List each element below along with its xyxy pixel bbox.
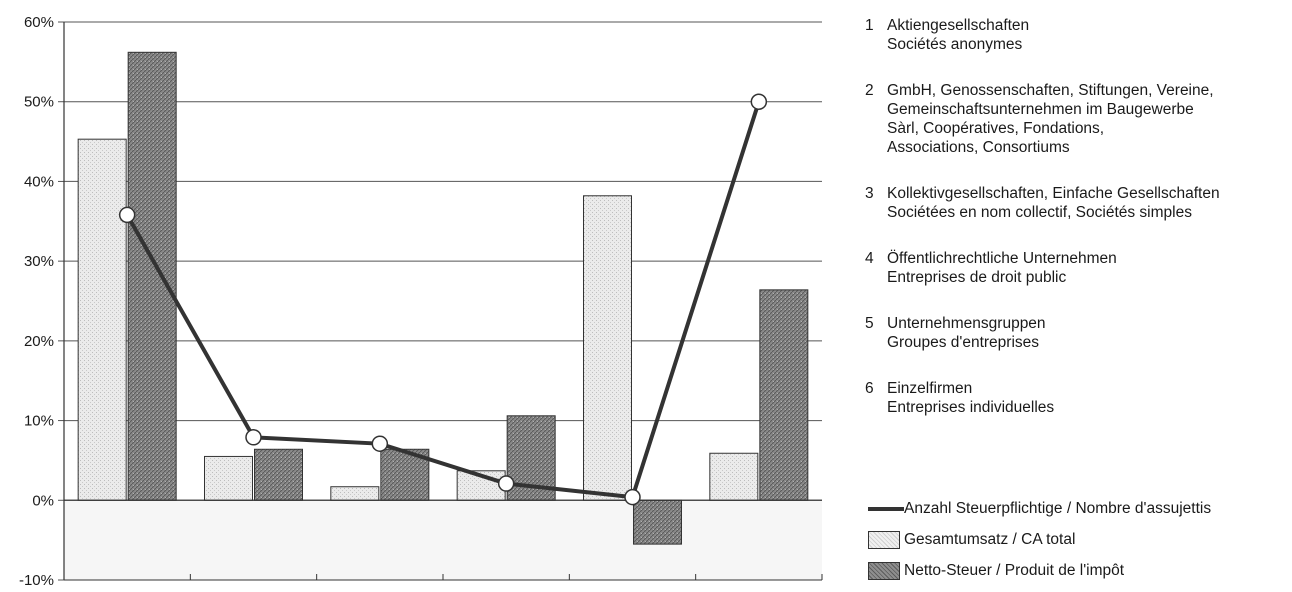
legend-label-tax: Netto-Steuer / Produit de l'impôt (904, 562, 1125, 579)
category-legend-item: 6 Einzelfirmen Entreprises individuelles (865, 379, 1290, 417)
y-tick-label: 10% (24, 413, 54, 430)
line-series (118, 93, 768, 506)
category-line: Sociétées en nom collectif, Sociétés sim… (887, 204, 1192, 221)
line-point (118, 206, 136, 224)
category-number: 1 (865, 17, 874, 34)
y-tick-label: 50% (24, 94, 54, 111)
axes (63, 22, 823, 581)
category-legend-item: 1 Aktiengesellschaften Sociétés anonymes (865, 16, 1290, 54)
y-tick-label: 60% (24, 14, 54, 31)
bar-tax (254, 448, 303, 501)
legend-item-total: Gesamtumsatz / CA total (868, 530, 1211, 550)
category-legend: 1 Aktiengesellschaften Sociétés anonymes 2 G… (865, 16, 1290, 444)
bar-total (330, 486, 380, 501)
category-line: Aktiengesellschaften (887, 17, 1030, 34)
category-line: Sàrl, Coopératives, Fondations, (887, 120, 1105, 137)
category-number: 6 (865, 380, 874, 397)
bar-total (583, 195, 632, 501)
legend-label-line: Anzahl Steuerpflichtige / Nombre d'assuj… (904, 500, 1212, 517)
chart: -10% 0% 10% 20% 30% 40% 50% 60% (19, 14, 823, 589)
category-number: 5 (865, 315, 874, 332)
category-legend-item: 2 GmbH, Genossenschaften, Stiftungen, Ver… (865, 81, 1290, 157)
bar-tax (127, 51, 177, 501)
line-point (750, 93, 768, 110)
line-point (497, 475, 515, 492)
category-line: Associations, Consortiums (887, 139, 1070, 156)
bar-tax (759, 289, 809, 501)
line-swatch (868, 507, 904, 511)
y-tick-label: 30% (24, 253, 54, 270)
bar-tax (633, 499, 682, 545)
category-text: Einzelfirmen Entreprises individuelles (887, 379, 1054, 417)
category-text: Aktiengesellschaften Sociétés anonymes (887, 16, 1029, 54)
category-line: Einzelfirmen (887, 380, 973, 397)
category-legend-item: 4 Öffentlichrechtliche Unternehmen Entrepr… (865, 249, 1290, 287)
line-point (245, 429, 262, 446)
category-line: Kollektivgesellschaften, Einfache Gesell… (887, 185, 1220, 202)
category-line: Entreprises individuelles (887, 399, 1055, 416)
category-line: Unternehmensgruppen (887, 315, 1046, 332)
category-legend-item: 5 Unternehmensgruppen Groupes d'entreprise… (865, 314, 1290, 352)
category-line: Sociétés anonymes (887, 36, 1023, 53)
legend-label-total: Gesamtumsatz / CA total (904, 531, 1076, 548)
bars (64, 51, 822, 580)
bar-total (709, 452, 759, 501)
category-number: 2 (865, 82, 874, 99)
bar-total (77, 138, 127, 501)
category-line: Entreprises de droit public (887, 269, 1067, 286)
y-axis-tick-labels: -10% 0% 10% 20% 30% 40% 50% 60% (19, 14, 54, 589)
category-number: 4 (865, 250, 874, 267)
negative-band (64, 500, 822, 580)
series-legend: Anzahl Steuerpflichtige / Nombre d'assuj… (868, 499, 1211, 592)
bar-total (204, 455, 253, 501)
category-line: Gemeinschaftsunternehmen im Baugewerbe (887, 101, 1194, 118)
legend-item-tax: Netto-Steuer / Produit de l'impôt (868, 561, 1211, 581)
category-line: Groupes d'entreprises (887, 334, 1040, 351)
category-text: Kollektivgesellschaften, Einfache Gesell… (887, 184, 1220, 222)
line-path (125, 101, 761, 500)
dark-swatch (868, 562, 900, 580)
category-line: Öffentlichrechtliche Unternehmen (887, 250, 1117, 267)
y-tick-label: 20% (24, 333, 54, 350)
category-text: Öffentlichrechtliche Unternehmen Entrepri… (887, 249, 1117, 287)
category-number: 3 (865, 185, 874, 202)
line-point (624, 488, 641, 506)
y-tick-label: -10% (19, 572, 54, 589)
category-legend-item: 3 Kollektivgesellschaften, Einfache Gesel… (865, 184, 1290, 222)
y-tick-label: 0% (32, 492, 54, 509)
category-line: GmbH, Genossenschaften, Stiftungen, Vere… (887, 82, 1214, 99)
light-swatch (868, 531, 900, 549)
line-point (371, 435, 389, 452)
category-text: Unternehmensgruppen Groupes d'entreprises (887, 314, 1046, 352)
legend-item-line: Anzahl Steuerpflichtige / Nombre d'assuj… (868, 499, 1211, 519)
y-tick-label: 40% (24, 173, 54, 190)
category-text: GmbH, Genossenschaften, Stiftungen, Vere… (887, 81, 1214, 157)
